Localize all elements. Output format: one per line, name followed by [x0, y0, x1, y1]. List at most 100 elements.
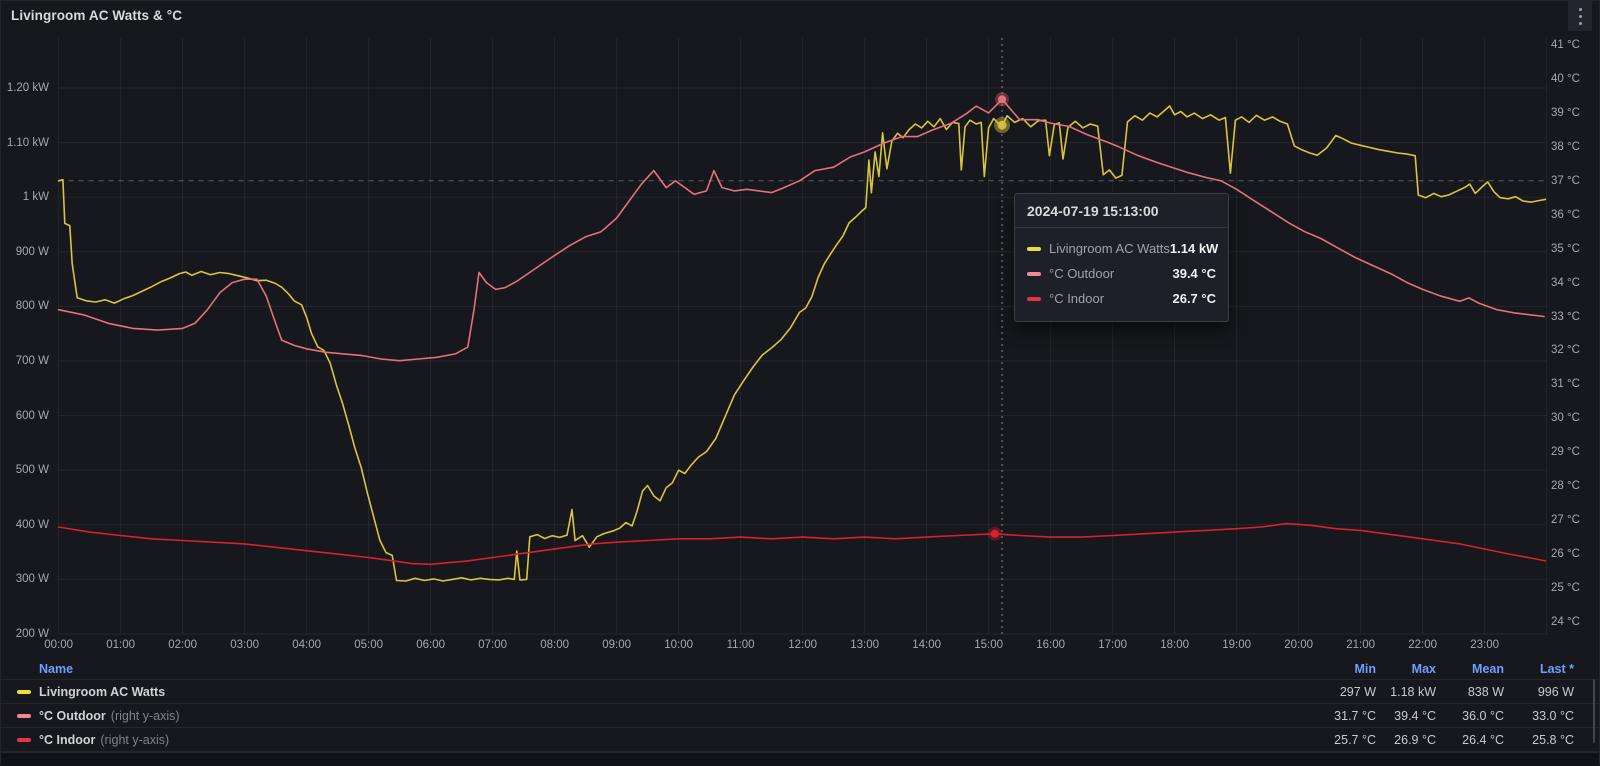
- legend-column-last[interactable]: Last *: [1504, 662, 1574, 676]
- tooltip-series-value: 1.14 kW: [1170, 241, 1218, 256]
- tooltip-row: Livingroom AC Watts 1.14 kW: [1027, 236, 1216, 261]
- x-axis-tick-label: 10:00: [657, 638, 701, 652]
- y-right-tick-label: 28 °C: [1551, 479, 1600, 493]
- series-swatch-indoor: [17, 738, 31, 742]
- x-axis-tick-label: 04:00: [285, 638, 329, 652]
- legend-max-value: 1.18 kW: [1376, 685, 1436, 699]
- y-left-tick-label: 600 W: [1, 409, 49, 423]
- legend-row-indoor: °C Indoor (right y-axis) 25.7 °C 26.9 °C…: [1, 727, 1599, 751]
- y-right-tick-label: 35 °C: [1551, 242, 1600, 256]
- y-right-tick-label: 27 °C: [1551, 513, 1600, 527]
- y-right-tick-label: 34 °C: [1551, 276, 1600, 290]
- y-right-tick-label: 40 °C: [1551, 72, 1600, 86]
- legend-column-max[interactable]: Max: [1376, 662, 1436, 676]
- tooltip-row: °C Outdoor 39.4 °C: [1027, 261, 1216, 286]
- panel-header: Livingroom AC Watts & °C: [1, 1, 1599, 31]
- tooltip-timestamp: 2024-07-19 15:13:00: [1015, 194, 1228, 228]
- tooltip-series-label: °C Indoor: [1049, 291, 1172, 306]
- legend-min-value: 31.7 °C: [1306, 709, 1376, 723]
- tooltip-series-label: Livingroom AC Watts: [1049, 241, 1170, 256]
- legend-mean-value: 26.4 °C: [1436, 733, 1504, 747]
- legend-column-mean[interactable]: Mean: [1436, 662, 1504, 676]
- series-swatch-watts: [17, 690, 31, 694]
- panel-title[interactable]: Livingroom AC Watts & °C: [11, 8, 182, 23]
- x-axis-tick-label: 21:00: [1339, 638, 1383, 652]
- chart-tooltip: 2024-07-19 15:13:00 Livingroom AC Watts …: [1014, 193, 1229, 322]
- tooltip-row: °C Indoor 26.7 °C: [1027, 286, 1216, 311]
- legend-series-suffix: (right y-axis): [100, 733, 169, 747]
- x-axis-tick-label: 18:00: [1153, 638, 1197, 652]
- tooltip-series-value: 26.7 °C: [1172, 291, 1216, 306]
- series-swatch-outdoor: [17, 714, 31, 718]
- legend-mean-value: 36.0 °C: [1436, 709, 1504, 723]
- legend-last-value: 996 W: [1504, 685, 1574, 699]
- y-right-tick-label: 36 °C: [1551, 208, 1600, 222]
- legend-column-min[interactable]: Min: [1306, 662, 1376, 676]
- y-left-tick-label: 900 W: [1, 245, 49, 259]
- x-axis-tick-label: 03:00: [223, 638, 267, 652]
- y-left-tick-label: 800 W: [1, 299, 49, 313]
- x-axis-tick-label: 05:00: [347, 638, 391, 652]
- legend-header-row: Name Min Max Mean Last *: [1, 659, 1599, 679]
- legend-max-value: 26.9 °C: [1376, 733, 1436, 747]
- legend-column-name[interactable]: Name: [39, 662, 73, 676]
- legend-scrollbar[interactable]: [1593, 679, 1595, 743]
- tooltip-body: Livingroom AC Watts 1.14 kW °C Outdoor 3…: [1015, 228, 1228, 321]
- kebab-vertical-icon: [1579, 8, 1582, 25]
- x-axis-tick-label: 01:00: [99, 638, 143, 652]
- legend-min-value: 25.7 °C: [1306, 733, 1376, 747]
- x-axis-tick-label: 20:00: [1277, 638, 1321, 652]
- series-swatch-indoor: [1027, 297, 1041, 301]
- x-axis-tick-label: 07:00: [471, 638, 515, 652]
- legend-mean-value: 838 W: [1436, 685, 1504, 699]
- y-right-tick-label: 38 °C: [1551, 140, 1600, 154]
- x-axis-tick-label: 12:00: [781, 638, 825, 652]
- x-axis-tick-label: 13:00: [843, 638, 887, 652]
- x-axis-tick-label: 16:00: [1029, 638, 1073, 652]
- legend-min-value: 297 W: [1306, 685, 1376, 699]
- legend-last-value: 25.8 °C: [1504, 733, 1574, 747]
- y-right-tick-label: 32 °C: [1551, 343, 1600, 357]
- y-right-tick-label: 26 °C: [1551, 547, 1600, 561]
- x-axis-tick-label: 17:00: [1091, 638, 1135, 652]
- y-left-tick-label: 700 W: [1, 354, 49, 368]
- y-right-tick-label: 24 °C: [1551, 615, 1600, 629]
- y-right-tick-label: 41 °C: [1551, 38, 1600, 52]
- y-right-tick-label: 30 °C: [1551, 411, 1600, 425]
- y-left-tick-label: 300 W: [1, 572, 49, 586]
- tooltip-series-value: 39.4 °C: [1172, 266, 1216, 281]
- tooltip-series-label: °C Outdoor: [1049, 266, 1172, 281]
- legend-series-name[interactable]: Livingroom AC Watts: [39, 685, 165, 699]
- panel-menu-button[interactable]: [1568, 1, 1592, 31]
- y-left-tick-label: 1.20 kW: [1, 81, 49, 95]
- y-right-tick-label: 33 °C: [1551, 310, 1600, 324]
- x-axis-tick-label: 02:00: [161, 638, 205, 652]
- x-axis-tick-label: 22:00: [1401, 638, 1445, 652]
- series-swatch-watts: [1027, 247, 1041, 251]
- y-right-tick-label: 25 °C: [1551, 581, 1600, 595]
- legend-last-value: 33.0 °C: [1504, 709, 1574, 723]
- x-axis-tick-label: 00:00: [37, 638, 81, 652]
- x-axis-tick-label: 14:00: [905, 638, 949, 652]
- x-axis-tick-label: 06:00: [409, 638, 453, 652]
- y-left-tick-label: 500 W: [1, 463, 49, 477]
- x-axis-tick-label: 15:00: [967, 638, 1011, 652]
- y-right-tick-label: 29 °C: [1551, 445, 1600, 459]
- legend-row-outdoor: °C Outdoor (right y-axis) 31.7 °C 39.4 °…: [1, 703, 1599, 727]
- legend-series-name[interactable]: °C Outdoor: [39, 709, 106, 723]
- y-left-tick-label: 400 W: [1, 518, 49, 532]
- legend-max-value: 39.4 °C: [1376, 709, 1436, 723]
- y-right-tick-label: 37 °C: [1551, 174, 1600, 188]
- legend-row-watts: Livingroom AC Watts 297 W 1.18 kW 838 W …: [1, 679, 1599, 703]
- legend-series-name[interactable]: °C Indoor: [39, 733, 95, 747]
- x-axis-tick-label: 19:00: [1215, 638, 1259, 652]
- x-axis-tick-label: 11:00: [719, 638, 763, 652]
- x-axis-tick-label: 23:00: [1463, 638, 1507, 652]
- series-swatch-outdoor: [1027, 272, 1041, 276]
- legend-table: Name Min Max Mean Last * Livingroom AC W…: [1, 659, 1599, 752]
- x-axis-tick-label: 09:00: [595, 638, 639, 652]
- y-right-tick-label: 31 °C: [1551, 377, 1600, 391]
- y-left-tick-label: 1.10 kW: [1, 136, 49, 150]
- x-axis-tick-label: 08:00: [533, 638, 577, 652]
